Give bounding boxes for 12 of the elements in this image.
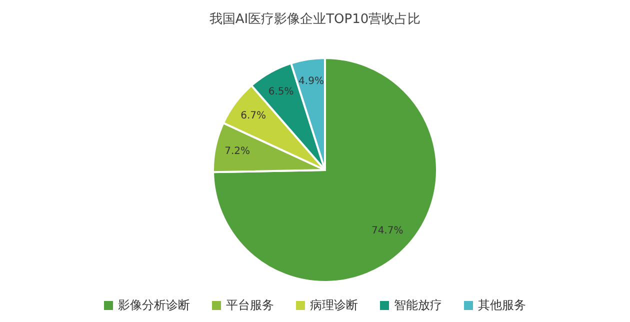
pie-slice [212,57,438,283]
legend-label: 其他服务 [477,297,526,314]
data-label: 74.7% [371,226,404,237]
legend-label: 智能放疗 [393,297,442,314]
data-label: 6.5% [268,86,294,98]
legend-label: 病理诊断 [309,297,358,314]
chart-title: 我国AI医疗影像企业TOP10营收占比 [208,11,422,28]
data-label: 6.7% [240,110,266,122]
data-label: 4.9% [298,76,324,87]
legend-label: 平台服务 [225,297,274,314]
legend-label: 影像分析诊断 [117,297,190,314]
data-label: 7.2% [224,146,250,158]
